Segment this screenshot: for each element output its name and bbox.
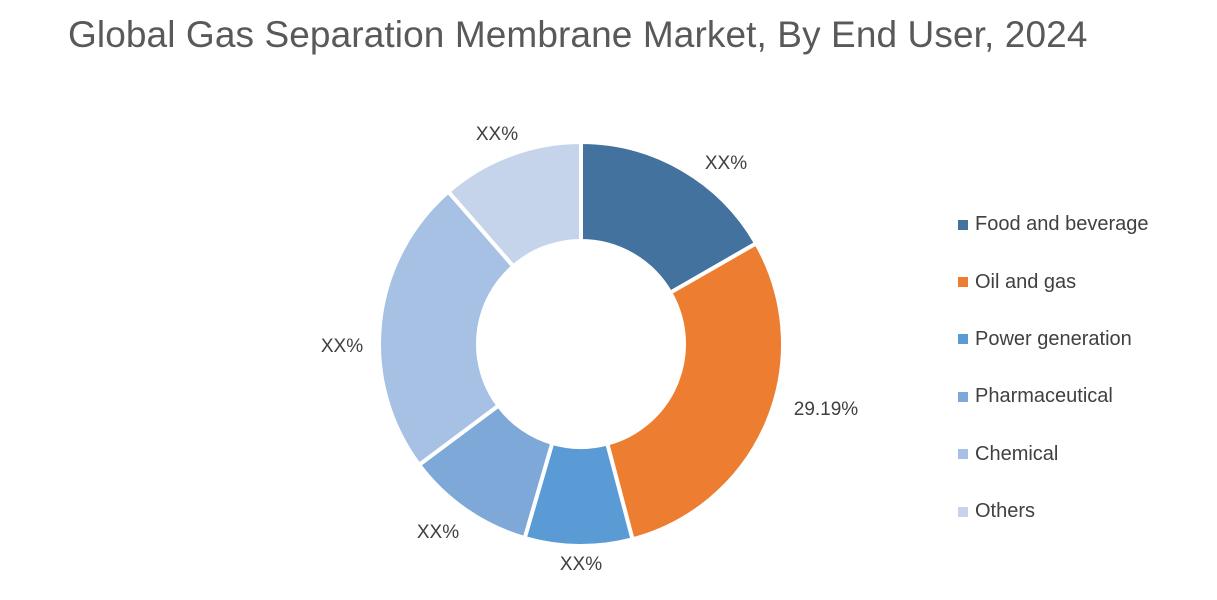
slice-others [445, 139, 583, 270]
legend-item-power-generation: Power generation [958, 311, 1148, 368]
legend-label: Chemical [975, 442, 1059, 465]
legend-item-pharmaceutical: Pharmaceutical [958, 368, 1148, 425]
data-label-chemical: XX% [321, 336, 363, 357]
legend: Food and beverage Oil and gas Power genera… [958, 196, 1148, 540]
legend-label: Others [975, 500, 1036, 523]
legend-swatch [958, 391, 968, 402]
data-label-oil-and-gas: 29.19% [794, 399, 859, 420]
legend-label: Power generation [975, 327, 1132, 350]
legend-label: Pharmaceutical [975, 385, 1113, 408]
slice-chemical [377, 188, 517, 468]
legend-swatch [958, 334, 968, 345]
legend-swatch [958, 277, 968, 288]
legend-label: Oil and gas [975, 270, 1077, 293]
legend-swatch [958, 449, 968, 460]
legend-item-chemical: Chemical [958, 426, 1148, 483]
data-label-food-and-beverage: XX% [705, 153, 747, 174]
chart-title: Global Gas Separation Membrane Market, B… [68, 14, 1088, 55]
data-label-power-generation: XX% [560, 554, 602, 575]
legend-label: Food and beverage [975, 213, 1149, 236]
data-label-others: XX% [476, 124, 518, 145]
data-label-pharmaceutical: XX% [417, 522, 459, 543]
slice-food-and-beverage [579, 139, 759, 296]
legend-swatch [958, 219, 968, 230]
legend-swatch [958, 506, 968, 517]
slice-oil-and-gas [604, 240, 785, 542]
legend-item-others: Others [958, 483, 1148, 540]
legend-item-food-and-beverage: Food and beverage [958, 196, 1148, 253]
legend-item-oil-and-gas: Oil and gas [958, 253, 1148, 310]
